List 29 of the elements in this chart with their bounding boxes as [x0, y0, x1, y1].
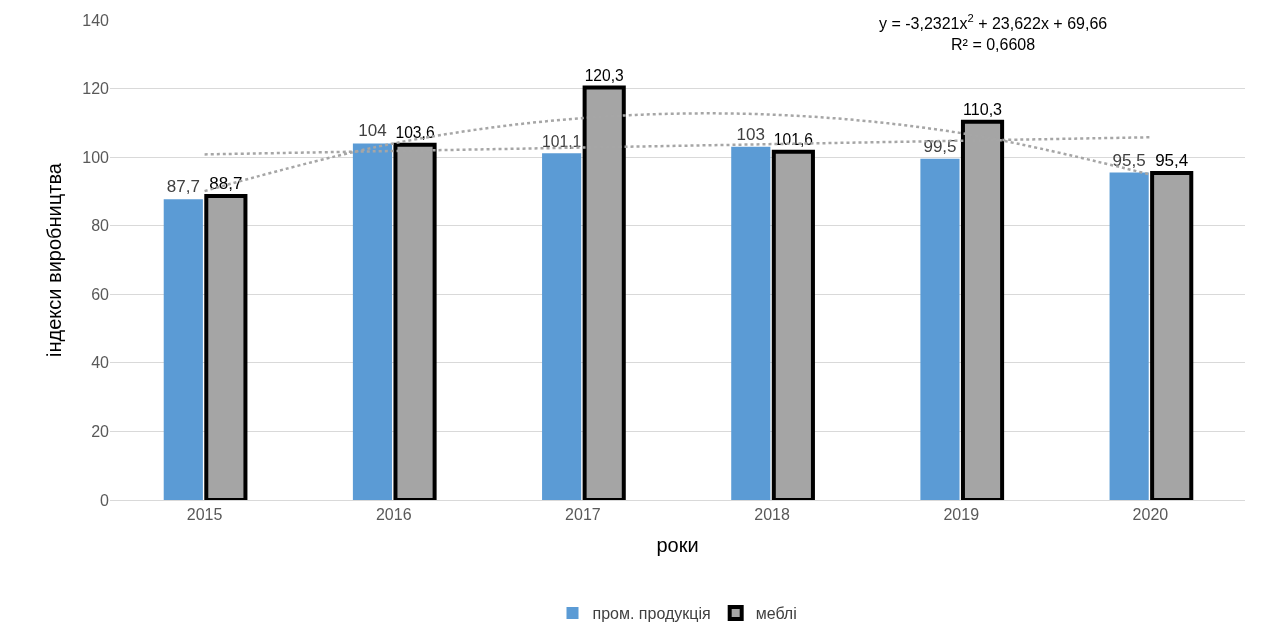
- y-tick-label: 100: [82, 148, 110, 166]
- data-label: 101,1: [542, 132, 582, 150]
- data-label: 103: [736, 124, 765, 144]
- data-label: 88,7: [209, 173, 243, 193]
- x-axis-title: роки: [656, 533, 699, 556]
- data-label: 87,7: [166, 177, 200, 197]
- legend-label: пром. продукція: [592, 605, 711, 623]
- x-tick-label: 2015: [186, 506, 223, 524]
- x-tick-label: 2016: [375, 506, 412, 524]
- y-tick-label: 40: [91, 354, 110, 372]
- x-tick-label: 2019: [943, 506, 980, 524]
- y-tick-label: 120: [82, 80, 110, 98]
- y-tick-label: 60: [91, 285, 110, 303]
- y-axis-title: індекси виробництва: [42, 162, 65, 357]
- data-label: 95,5: [1112, 150, 1146, 170]
- legend-label: меблі: [755, 605, 797, 623]
- x-tick-label: 2018: [754, 506, 790, 524]
- data-label: 95,4: [1155, 150, 1189, 170]
- y-tick-label: 140: [82, 11, 110, 29]
- annotation: y = -3,2321x$^{2}$ + 23,622x + 69,66 R² = 0,6608: [879, 12, 1108, 53]
- data-label: 120,3: [584, 66, 624, 84]
- y-tick-label: 80: [91, 217, 110, 235]
- y-tick-label: 0: [100, 491, 110, 509]
- data-label: 103,6: [395, 124, 435, 142]
- y-tick-label: 20: [91, 423, 110, 441]
- data-label: 110,3: [962, 100, 1003, 119]
- data-label: 104: [358, 121, 387, 141]
- x-tick-label: 2017: [565, 506, 601, 524]
- x-tick-label: 2020: [1132, 506, 1169, 524]
